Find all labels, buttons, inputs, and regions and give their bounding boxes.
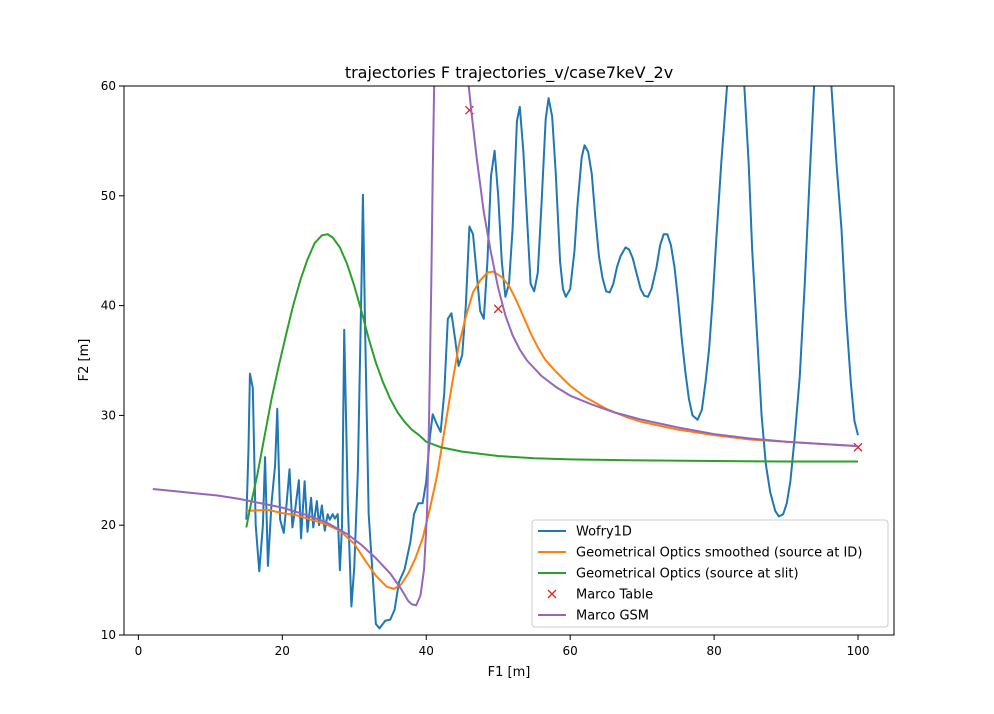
series-layer xyxy=(152,86,863,630)
y-tick-label: 20 xyxy=(101,518,116,532)
legend-label: Wofry1D xyxy=(576,525,632,540)
chart-title: trajectories F trajectories_v/case7keV_2… xyxy=(345,63,673,83)
legend-label: Marco Table xyxy=(576,588,653,603)
legend-entry: Geometrical Optics smoothed (source at I… xyxy=(538,546,862,561)
series-line-marco-gsm xyxy=(152,86,859,607)
marker-point-marco-table xyxy=(853,442,863,452)
legend-entry: Wofry1D xyxy=(538,525,632,540)
y-axis-ticks: 10 20 30 40 50 60 xyxy=(101,79,124,642)
legend: Wofry1D Geometrical Optics smoothed (sour… xyxy=(531,519,889,628)
axes-frame xyxy=(123,85,895,636)
x-tick-label: 0 xyxy=(135,644,143,658)
y-axis-label: F2 [m] xyxy=(77,339,92,382)
legend-entry: Geometrical Optics (source at slit) xyxy=(538,567,799,582)
y-tick-label: 10 xyxy=(101,628,116,642)
legend-box xyxy=(531,519,889,628)
y-tick-label: 60 xyxy=(101,79,116,93)
x-tick-label: 80 xyxy=(706,644,721,658)
x-tick-label: 20 xyxy=(275,644,290,658)
series-line-geometrical-optics-source-at-slit xyxy=(245,233,859,528)
y-tick-label: 30 xyxy=(101,408,116,422)
x-tick-label: 100 xyxy=(847,644,870,658)
legend-label: Geometrical Optics smoothed (source at I… xyxy=(576,546,862,561)
legend-label: Geometrical Optics (source at slit) xyxy=(576,567,799,582)
x-tick-label: 40 xyxy=(419,644,434,658)
legend-entry: Marco Table xyxy=(547,588,653,603)
x-axis-ticks: 0 20 40 60 80 100 xyxy=(135,635,870,658)
y-tick-label: 40 xyxy=(101,299,116,313)
legend-entry: Marco GSM xyxy=(538,609,649,624)
y-tick-label: 50 xyxy=(101,189,116,203)
legend-label: Marco GSM xyxy=(576,609,649,624)
marker-point-marco-table xyxy=(493,304,503,314)
x-axis-label: F1 [m] xyxy=(488,665,531,680)
x-tick-label: 60 xyxy=(563,644,578,658)
series-line-wofry1d xyxy=(245,86,859,630)
